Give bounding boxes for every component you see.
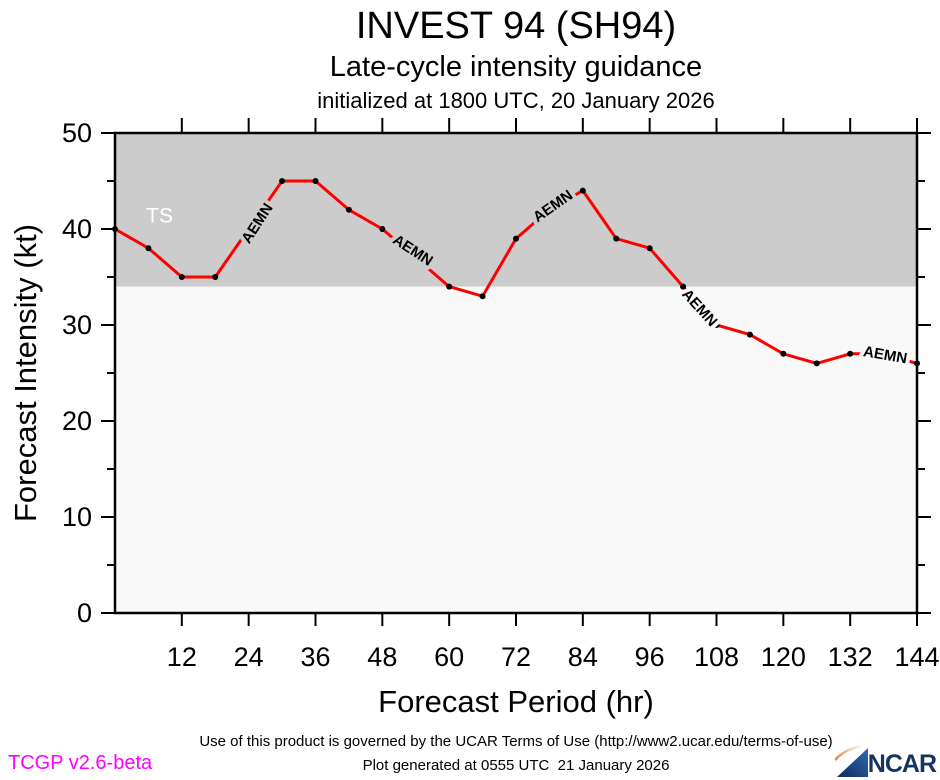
series-marker xyxy=(813,360,820,367)
y-tick-label: 50 xyxy=(62,118,92,148)
series-marker xyxy=(613,235,620,242)
title-block: INVEST 94 (SH94) Late-cycle intensity gu… xyxy=(115,0,917,113)
x-tick-label: 48 xyxy=(367,642,397,672)
ncar-logo-swoosh-icon xyxy=(834,744,868,777)
series-marker xyxy=(279,178,286,184)
x-tick-label: 132 xyxy=(828,642,873,672)
series-marker xyxy=(212,274,219,280)
ncar-logo-text: NCAR xyxy=(867,750,937,778)
page-title: INVEST 94 (SH94) xyxy=(355,5,677,47)
x-tick-label: 12 xyxy=(167,642,197,672)
series-marker xyxy=(345,206,352,213)
y-axis-title: Forecast Intensity (kt) xyxy=(8,224,43,522)
x-tick-label: 96 xyxy=(635,642,665,672)
series-marker xyxy=(312,178,319,184)
x-tick-label: 60 xyxy=(434,642,464,672)
series-marker xyxy=(379,226,386,232)
x-tick-label: 120 xyxy=(761,642,806,672)
y-tick-label: 10 xyxy=(62,502,92,532)
y-tick-label: 40 xyxy=(62,214,92,244)
series-marker xyxy=(646,245,653,252)
series-marker xyxy=(446,283,453,290)
page-subtitle: Late-cycle intensity guidance xyxy=(329,51,703,83)
y-tick-label: 30 xyxy=(62,310,92,340)
series-marker xyxy=(513,235,519,242)
init-time-label: initialized at 1800 UTC, 20 January 2026 xyxy=(317,88,715,113)
series-marker xyxy=(680,283,687,290)
series-marker xyxy=(780,350,787,357)
y-tick-label: 20 xyxy=(62,406,92,436)
series-marker xyxy=(746,331,753,338)
x-axis-title: Forecast Period (hr) xyxy=(378,684,654,719)
below-ts-band xyxy=(115,286,917,613)
plot-frame xyxy=(113,131,919,615)
series-marker xyxy=(479,293,486,300)
series-marker xyxy=(713,322,720,328)
x-tick-label: 72 xyxy=(501,642,531,672)
series-marker xyxy=(579,187,586,194)
series-marker xyxy=(178,274,185,280)
y-tick-label: 0 xyxy=(77,598,92,628)
x-tick-label: 108 xyxy=(694,642,739,672)
series-marker xyxy=(847,350,854,357)
ts-intensity-band xyxy=(115,133,917,287)
ts-zone-label: TS xyxy=(146,205,173,228)
ncar-logo: NCAR xyxy=(834,744,937,778)
terms-of-use-text: Use of this product is governed by the U… xyxy=(199,733,833,750)
x-tick-label: 36 xyxy=(300,642,330,672)
x-tick-label: 144 xyxy=(894,642,939,672)
plot-generated-timestamp: Plot generated at 0555 UTC 21 January 20… xyxy=(362,757,670,774)
tcgp-version-label: TCGP v2.6-beta xyxy=(8,752,153,774)
x-tick-label: 24 xyxy=(234,642,264,672)
series-marker xyxy=(145,245,152,252)
x-tick-label: 84 xyxy=(568,642,598,672)
